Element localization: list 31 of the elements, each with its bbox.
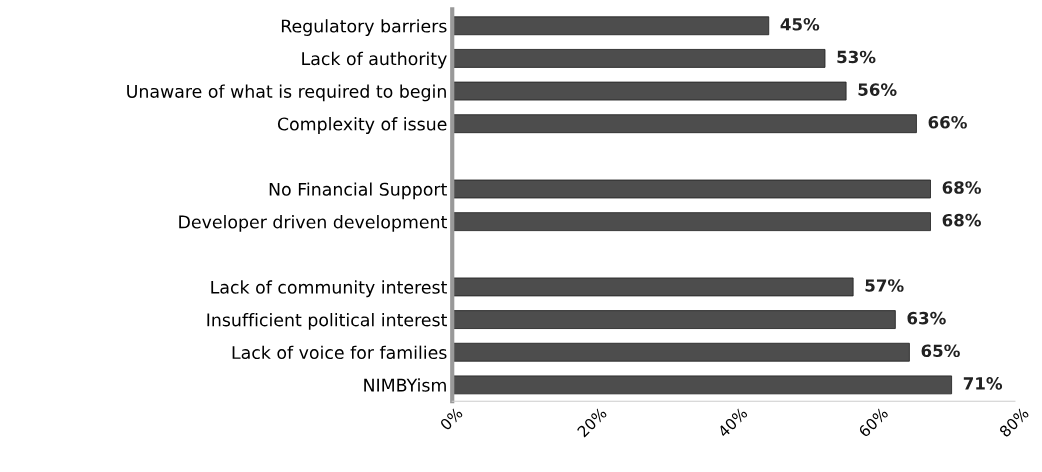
y-tick-label: Lack of voice for families	[232, 345, 447, 360]
data-label: 57%	[865, 279, 904, 292]
data-label: 65%	[921, 344, 960, 358]
data-label: 63%	[907, 311, 946, 325]
y-tick-label: Developer driven development	[179, 215, 447, 232]
y-tick-label: Regulatory barriers	[281, 19, 447, 36]
data-label: 56%	[858, 83, 897, 96]
bar	[452, 342, 910, 362]
data-label: 71%	[963, 377, 1003, 390]
bar	[452, 375, 953, 395]
y-tick-label: Complexity of issue	[277, 117, 447, 134]
bar	[452, 212, 931, 232]
x-tick-label: 0%	[439, 406, 464, 431]
y-tick-label: Lack of authority	[302, 51, 447, 69]
y-tick-label: Insufficient political interest	[207, 312, 447, 330]
bar	[452, 277, 854, 297]
data-label: 68%	[942, 213, 981, 227]
y-tick-label: Lack of community interest	[211, 280, 447, 298]
bar	[452, 179, 931, 199]
data-label: 53%	[837, 50, 876, 64]
bar	[452, 114, 917, 134]
data-label: 68%	[942, 181, 981, 194]
bar	[452, 310, 896, 329]
y-tick-label: NIMBYism	[364, 378, 446, 392]
bar	[452, 81, 847, 101]
data-label: 66%	[928, 115, 967, 129]
y-tick-label: Unaware of what is required to begin	[127, 84, 446, 102]
bar	[452, 16, 770, 36]
data-label: 45%	[780, 17, 820, 31]
y-tick-label: No Financial Support	[269, 182, 447, 200]
bar	[452, 49, 826, 68]
